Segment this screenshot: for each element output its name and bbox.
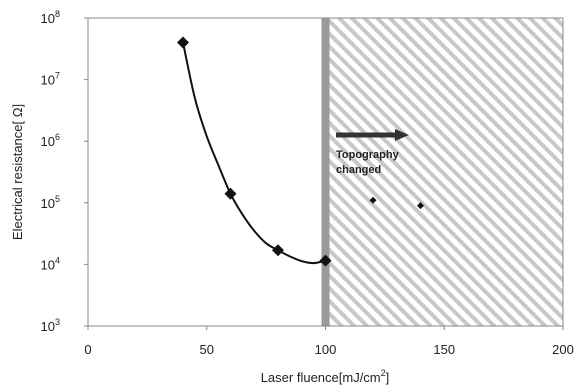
- x-tick-label-100: 100: [315, 342, 337, 357]
- data-point-s0-2: [272, 244, 284, 257]
- x-tick-label-150: 150: [433, 342, 455, 357]
- x-tick-label-200: 200: [552, 342, 574, 357]
- y-tick-label-6: 106: [41, 132, 60, 149]
- data-point-s0-3: [319, 254, 332, 267]
- x-tick-label-0: 0: [84, 342, 91, 357]
- y-axis-title: Electrical resistance[ Ω]: [10, 104, 25, 240]
- annotation-line2: changed: [336, 164, 381, 176]
- x-axis-title-main: Laser fluence[mJ/cm: [261, 370, 381, 385]
- fit-curve: [182, 42, 326, 265]
- x-axis-title-end: ]: [386, 370, 390, 385]
- y-tick-label-7: 107: [41, 71, 60, 88]
- y-tick-label-4: 104: [41, 255, 60, 272]
- hatched-region: [325, 18, 563, 326]
- y-tick-label-8: 108: [41, 9, 60, 26]
- x-axis-title: Laser fluence[mJ/cm2]: [261, 368, 390, 385]
- y-tick-label-3: 103: [41, 317, 60, 334]
- x-axis-title-sup: 2: [381, 368, 386, 378]
- data-point-s0-0: [177, 36, 189, 49]
- y-axis-ticks: 103 104 105 106 107 108: [41, 9, 88, 334]
- x-axis-ticks: 0 50 100 150 200: [84, 326, 574, 357]
- annotation-line1: Topography: [336, 149, 400, 161]
- y-tick-label-5: 105: [41, 194, 60, 211]
- threshold-bar: [321, 18, 330, 326]
- x-tick-label-50: 50: [200, 342, 214, 357]
- data-markers: [177, 36, 424, 267]
- data-point-s0-1: [224, 187, 237, 200]
- data-point-s1-0: [369, 196, 377, 204]
- data-point-s1-1: [417, 202, 424, 210]
- annotation-arrow: [336, 129, 409, 141]
